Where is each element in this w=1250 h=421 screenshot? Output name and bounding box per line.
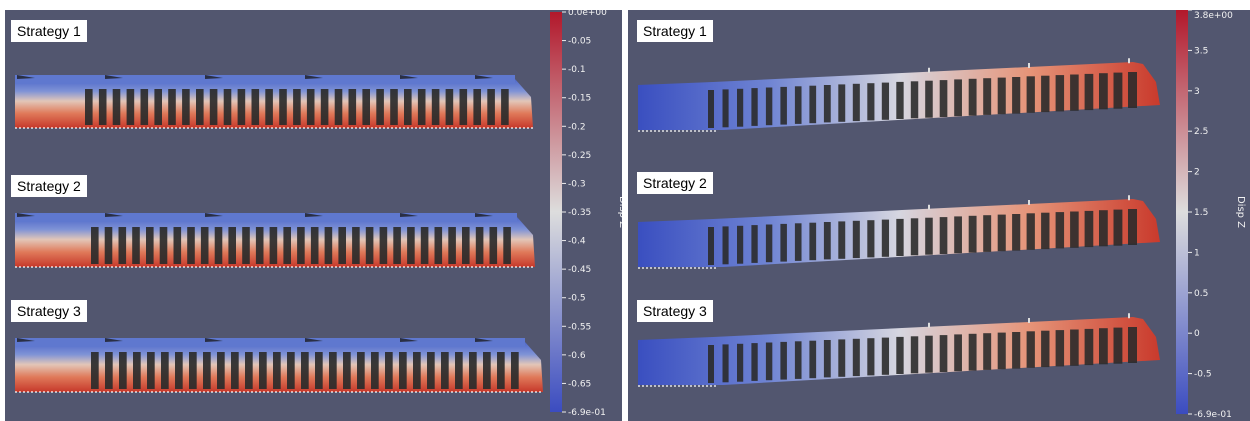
left-colorbar-tick-label: -0.15 <box>568 94 591 104</box>
right-beam-strategy-3 <box>638 313 1160 387</box>
right-colorbar: 3.8e+00 3.5 3 2.5 2 1.5 1 0.5 0 -0.5 -6.9e-01 Disp … <box>1176 10 1246 420</box>
right-colorbar-tick-label: -0.5 <box>1194 370 1212 380</box>
right-colorbar-tick-label: 0.5 <box>1194 289 1208 299</box>
right-visualization-panel: 3.8e+00 3.5 3 2.5 2 1.5 1 0.5 0 -0.5 -6.9e-01 Disp … <box>628 10 1250 421</box>
left-colorbar-tick-label: -0.35 <box>568 208 591 218</box>
left-colorbar-tick-label: -0.2 <box>568 122 586 132</box>
left-colorbar-tick-label: -0.25 <box>568 151 591 161</box>
right-beam-strategy-2 <box>638 195 1160 269</box>
left-colorbar-title: Disp Z <box>617 196 622 228</box>
right-colorbar-title: Disp Z <box>1235 196 1246 228</box>
left-colorbar-tick-label: 0.0e+00 <box>568 10 607 18</box>
right-colorbar-tick-label: -6.9e-01 <box>1194 410 1232 420</box>
right-strategy-3-label: Strategy 3 <box>637 300 713 322</box>
left-strategy-1-label: Strategy 1 <box>11 20 87 42</box>
left-colorbar-tick-label: -0.55 <box>568 322 591 332</box>
left-colorbar-tick-label: -0.1 <box>568 65 586 75</box>
left-colorbar-tick-label: -0.4 <box>568 237 586 247</box>
right-colorbar-tick-label: 0 <box>1194 329 1200 339</box>
left-colorbar-tick-label: -0.5 <box>568 294 586 304</box>
left-visualization-panel: 0.0e+00 -0.05 -0.1 -0.15 -0.2 -0.25 -0.3 -0.35 -… <box>5 10 622 421</box>
left-colorbar-gradient <box>550 12 562 412</box>
left-strategy-2-label: Strategy 2 <box>11 175 87 197</box>
right-beam-strategy-1 <box>638 58 1160 132</box>
right-colorbar-tick-label: 2.5 <box>1194 127 1208 137</box>
left-colorbar-tick-label: -0.45 <box>568 265 591 275</box>
left-beam-strategy-2 <box>15 213 535 268</box>
right-colorbar-tick-label: 3.8e+00 <box>1194 11 1233 21</box>
right-colorbar-tick-label: 2 <box>1194 168 1200 178</box>
right-strategy-1-label: Strategy 1 <box>637 20 713 42</box>
left-beam-strategy-1 <box>15 75 533 129</box>
right-colorbar-gradient <box>1176 10 1188 414</box>
left-render-view: 0.0e+00 -0.05 -0.1 -0.15 -0.2 -0.25 -0.3 -0.35 -… <box>15 10 622 418</box>
right-colorbar-tick-label: 1 <box>1194 248 1200 258</box>
left-beam-strategy-3 <box>15 338 543 393</box>
right-render-view: 3.8e+00 3.5 3 2.5 2 1.5 1 0.5 0 -0.5 -6.9e-01 Disp … <box>638 10 1246 420</box>
right-strategy-2-label: Strategy 2 <box>637 172 713 194</box>
left-colorbar-tick-label: -0.05 <box>568 37 591 47</box>
right-colorbar-tick-label: 3 <box>1194 87 1200 97</box>
right-colorbar-tick-label: 3.5 <box>1194 46 1208 56</box>
left-colorbar-tick-label: -0.6 <box>568 351 586 361</box>
left-colorbar-tick-label: -0.3 <box>568 179 586 189</box>
left-strategy-3-label: Strategy 3 <box>11 300 87 322</box>
left-colorbar-tick-label: -6.9e-01 <box>568 408 606 418</box>
left-colorbar: 0.0e+00 -0.05 -0.1 -0.15 -0.2 -0.25 -0.3 -0.35 -… <box>550 10 622 418</box>
left-colorbar-tick-label: -0.65 <box>568 379 591 389</box>
right-colorbar-tick-label: 1.5 <box>1194 208 1208 218</box>
